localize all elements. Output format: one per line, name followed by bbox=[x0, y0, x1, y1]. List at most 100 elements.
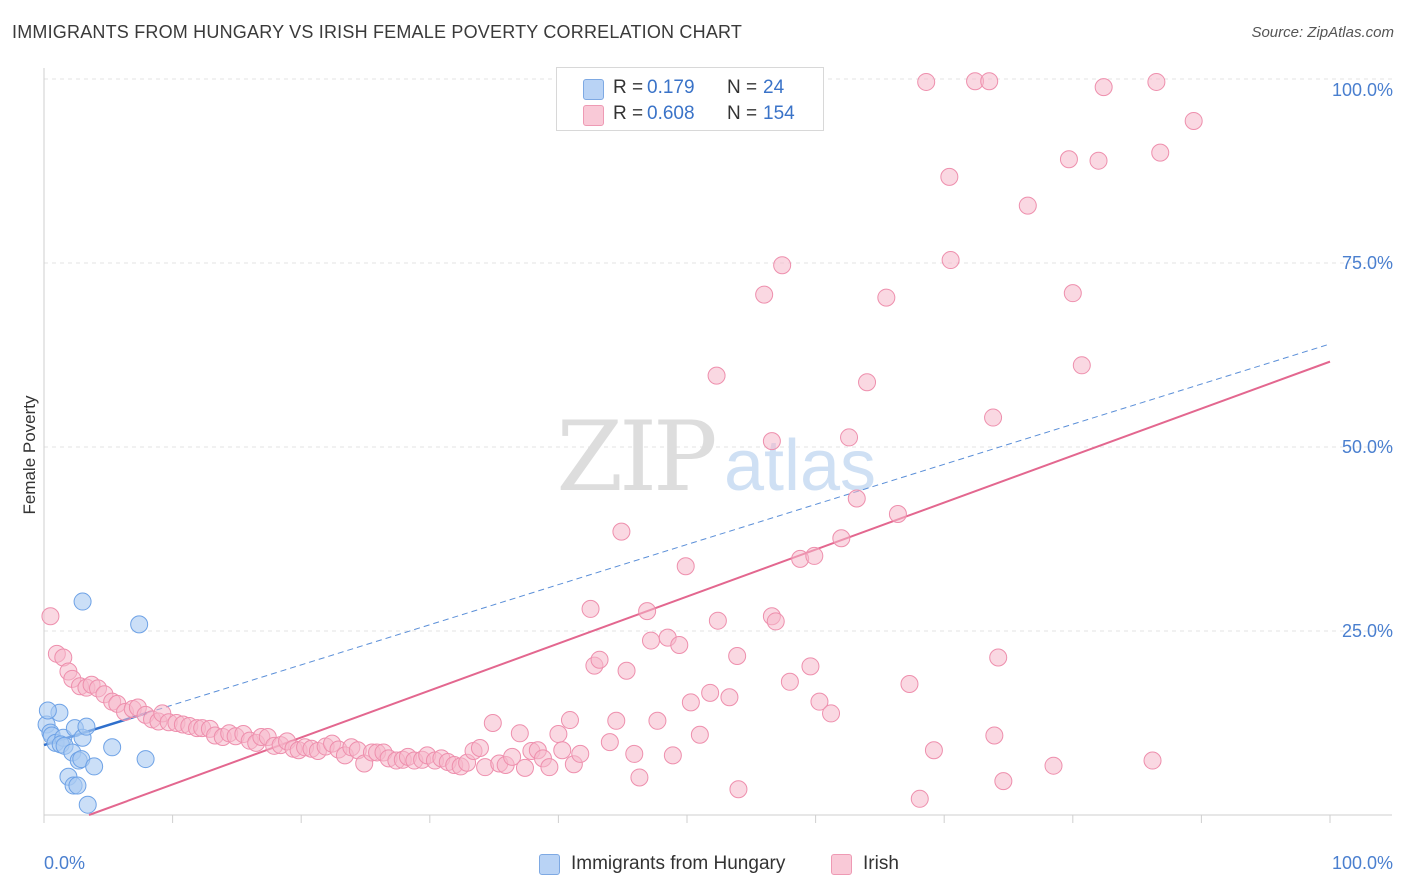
legend-swatch-hungary bbox=[539, 854, 560, 875]
data-point-irish bbox=[560, 711, 579, 730]
data-point-hungary bbox=[68, 776, 87, 795]
n-value: 24 bbox=[763, 77, 785, 98]
data-point-irish bbox=[600, 733, 619, 752]
legend-label-hungary: Immigrants from Hungary bbox=[571, 853, 786, 874]
x-tick-label: 0.0% bbox=[44, 853, 85, 873]
data-point-irish bbox=[607, 711, 626, 730]
data-point-irish bbox=[625, 744, 644, 763]
data-point-irish bbox=[638, 602, 657, 621]
data-point-hungary bbox=[77, 717, 96, 736]
legend-row-hungary: R = 0.179 N = 24 bbox=[557, 76, 823, 102]
data-point-irish bbox=[755, 285, 774, 304]
data-point-irish bbox=[1089, 151, 1108, 170]
data-point-hungary bbox=[78, 795, 97, 814]
legend-label-irish: Irish bbox=[863, 853, 899, 874]
series-legend: Immigrants from Hungary Irish bbox=[0, 852, 1406, 878]
axes bbox=[43, 68, 1392, 823]
data-point-irish bbox=[708, 611, 727, 630]
r-value: 0.179 bbox=[647, 77, 695, 98]
data-point-irish bbox=[503, 747, 522, 766]
data-point-irish bbox=[941, 251, 960, 270]
data-point-irish bbox=[540, 758, 559, 777]
data-point-irish bbox=[1018, 196, 1037, 215]
data-point-irish bbox=[630, 768, 649, 787]
data-point-irish bbox=[924, 741, 943, 760]
data-point-irish bbox=[483, 714, 502, 732]
data-point-irish bbox=[707, 366, 726, 385]
data-point-irish bbox=[581, 599, 600, 618]
data-point-irish bbox=[1147, 72, 1166, 91]
data-point-irish bbox=[720, 688, 739, 707]
r-value: 0.608 bbox=[647, 103, 695, 124]
r-label: R = bbox=[613, 77, 644, 98]
watermark-zip: ZIP bbox=[556, 401, 715, 513]
r-label: R = bbox=[613, 103, 644, 124]
data-point-irish bbox=[780, 672, 799, 691]
data-point-irish bbox=[1094, 78, 1113, 97]
y-tick-label: 25.0% bbox=[1342, 621, 1393, 641]
data-point-irish bbox=[1063, 284, 1082, 303]
data-point-irish bbox=[676, 557, 695, 576]
tick-labels: 25.0% 50.0% 75.0% 100.0% 0.0% 100.0% bbox=[44, 80, 1393, 873]
data-point-irish bbox=[510, 724, 529, 743]
data-point-irish bbox=[617, 661, 636, 680]
legend-swatch-irish bbox=[583, 105, 604, 126]
data-point-irish bbox=[690, 725, 709, 744]
chart-title: IMMIGRANTS FROM HUNGARY VS IRISH FEMALE … bbox=[12, 22, 743, 42]
data-point-irish bbox=[470, 739, 489, 758]
data-point-irish bbox=[994, 772, 1013, 791]
grid-lines bbox=[44, 78, 1392, 632]
data-point-irish bbox=[648, 711, 667, 730]
data-point-irish bbox=[910, 789, 929, 808]
data-point-hungary bbox=[38, 701, 57, 720]
data-point-irish bbox=[847, 489, 866, 508]
data-point-irish bbox=[663, 746, 682, 765]
data-point-irish bbox=[801, 657, 820, 676]
trend-line-irish bbox=[88, 360, 1331, 816]
legend-swatch-hungary bbox=[583, 79, 604, 100]
trend-line-hungary-dashed bbox=[146, 343, 1331, 714]
x-tick-label: 100.0% bbox=[1332, 853, 1393, 873]
n-label: N = bbox=[727, 103, 758, 124]
data-point-irish bbox=[1184, 111, 1203, 130]
data-point-irish bbox=[41, 607, 60, 626]
data-point-irish bbox=[940, 167, 959, 186]
data-point-irish bbox=[612, 522, 631, 541]
n-value: 154 bbox=[763, 103, 795, 124]
watermark: ZIP atlas bbox=[556, 401, 876, 513]
data-points bbox=[37, 72, 1203, 814]
data-point-irish bbox=[590, 650, 609, 669]
data-point-irish bbox=[1151, 143, 1170, 162]
data-point-irish bbox=[900, 674, 919, 693]
data-point-irish bbox=[571, 744, 590, 763]
data-point-hungary bbox=[73, 592, 92, 611]
data-point-irish bbox=[728, 647, 747, 666]
data-point-irish bbox=[877, 288, 896, 307]
data-point-irish bbox=[773, 256, 792, 275]
data-point-irish bbox=[989, 648, 1008, 667]
y-tick-label: 100.0% bbox=[1332, 80, 1393, 100]
data-point-irish bbox=[1059, 150, 1078, 169]
data-point-irish bbox=[729, 780, 748, 799]
y-axis-label: Female Poverty bbox=[20, 395, 39, 515]
source-label: Source: ZipAtlas.com bbox=[1251, 24, 1394, 41]
data-point-irish bbox=[805, 546, 824, 565]
data-point-irish bbox=[822, 704, 841, 723]
correlation-legend: R = 0.179 N = 24 R = 0.608 N = 154 bbox=[556, 67, 824, 131]
data-point-irish bbox=[766, 612, 785, 631]
data-point-irish bbox=[888, 504, 907, 523]
n-label: N = bbox=[727, 77, 758, 98]
data-point-irish bbox=[1044, 756, 1063, 775]
data-point-irish bbox=[810, 692, 829, 711]
data-point-irish bbox=[549, 725, 568, 744]
data-point-irish bbox=[701, 683, 720, 702]
legend-swatch-irish bbox=[831, 854, 852, 875]
data-point-irish bbox=[762, 432, 781, 451]
data-point-irish bbox=[984, 408, 1003, 427]
data-point-hungary bbox=[85, 757, 104, 776]
data-point-irish bbox=[670, 635, 689, 654]
data-point-irish bbox=[553, 741, 572, 760]
data-point-irish bbox=[1143, 751, 1162, 770]
data-point-irish bbox=[985, 726, 1004, 745]
